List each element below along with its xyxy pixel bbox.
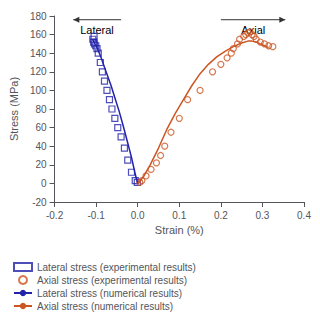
svg-text:40: 40 [35,141,47,152]
svg-text:100: 100 [30,85,47,96]
svg-text:Strain (%): Strain (%) [155,224,204,236]
svg-text:140: 140 [30,48,47,59]
svg-text:0.4: 0.4 [297,210,311,221]
svg-text:180: 180 [30,11,47,22]
svg-text:Stress (MPa): Stress (MPa) [8,77,20,141]
svg-text:160: 160 [30,29,47,40]
svg-text:0.0: 0.0 [131,210,145,221]
svg-text:120: 120 [30,66,47,77]
svg-text:-0.1: -0.1 [88,210,106,221]
svg-text:Lateral stress (experimental r: Lateral stress (experimental results) [37,262,196,273]
svg-text:Lateral stress (numerical resu: Lateral stress (numerical results) [37,288,182,299]
svg-text:0.3: 0.3 [255,210,269,221]
svg-text:20: 20 [35,159,47,170]
svg-text:Axial stress (numerical result: Axial stress (numerical results) [37,301,173,312]
svg-text:Axial: Axial [241,24,266,36]
svg-text:0.1: 0.1 [172,210,186,221]
svg-text:Lateral: Lateral [80,24,114,36]
svg-text:Axial stress (experimental res: Axial stress (experimental results) [37,275,187,286]
svg-text:60: 60 [35,122,47,133]
svg-text:80: 80 [35,104,47,115]
svg-text:0.2: 0.2 [214,210,228,221]
svg-text:-0.2: -0.2 [46,210,64,221]
svg-text:0: 0 [41,178,47,189]
svg-text:-20: -20 [32,197,47,208]
